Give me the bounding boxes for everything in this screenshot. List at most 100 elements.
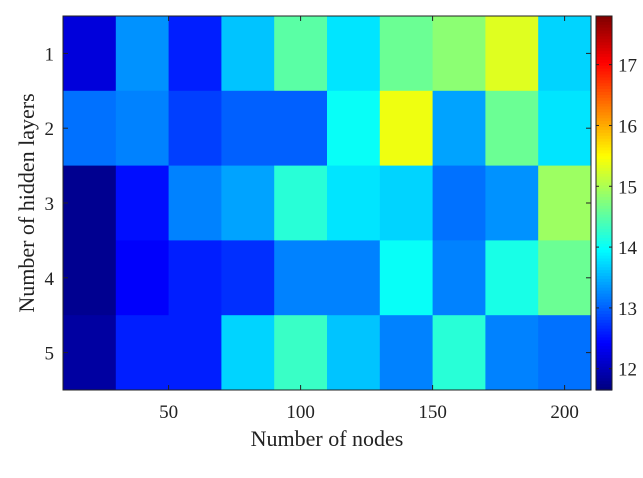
colorbar-segment <box>596 42 612 46</box>
colorbar-segment <box>596 153 612 157</box>
colorbar-segment <box>596 302 612 306</box>
heatmap-cell <box>379 90 434 167</box>
colorbar-segment <box>596 156 612 160</box>
colorbar-segment <box>596 83 612 87</box>
colorbar-segment <box>596 127 612 131</box>
colorbar-segment <box>596 100 612 105</box>
colorbar-segment <box>596 138 612 143</box>
colorbar-segment <box>596 24 612 29</box>
colorbar-segment <box>596 205 612 210</box>
colorbar-segment <box>596 273 612 277</box>
colorbar-segment <box>596 334 612 339</box>
heatmap-cell <box>538 240 592 316</box>
colorbar-segment <box>596 276 612 280</box>
colorbar-segment <box>596 226 612 230</box>
heatmap-cell <box>115 165 170 241</box>
colorbar-segment <box>596 316 612 321</box>
colorbar-segment <box>596 80 612 84</box>
colorbar-segment <box>596 287 612 292</box>
heatmap-cell <box>432 90 486 167</box>
colorbar-segment <box>596 261 612 265</box>
colorbar-segment <box>596 21 612 26</box>
colorbar-segment <box>596 39 612 43</box>
heatmap-cell <box>432 16 486 92</box>
colorbar-segment <box>596 372 612 376</box>
colorbar-segment <box>596 118 612 122</box>
colorbar-segment <box>596 354 612 359</box>
colorbar-tick-label: 14 <box>618 238 638 259</box>
colorbar-segment <box>596 229 612 233</box>
colorbar-segment <box>596 375 612 379</box>
x-axis-ticks: 50 100 150 200 <box>159 16 579 423</box>
colorbar-segment <box>596 144 612 149</box>
colorbar-segment <box>596 369 612 374</box>
colorbar-segment <box>596 106 612 111</box>
colorbar-segment <box>596 337 612 341</box>
heatmap-cell <box>485 16 539 92</box>
heatmap-cell <box>115 240 170 316</box>
colorbar-segment <box>596 243 612 248</box>
colorbar-segment <box>596 308 612 312</box>
colorbar-segment <box>596 45 612 49</box>
colorbar-segment <box>596 384 612 388</box>
heatmap-cell <box>274 16 328 92</box>
colorbar-segment <box>596 36 612 40</box>
colorbar-tick-label: 13 <box>618 299 637 320</box>
y-tick-label: 3 <box>45 194 55 215</box>
heatmap-cell <box>221 90 275 167</box>
colorbar-segment <box>596 328 612 333</box>
y-tick-label: 2 <box>45 119 55 140</box>
colorbar-segment <box>596 255 612 260</box>
x-tick-label: 100 <box>286 402 315 423</box>
colorbar-segment <box>596 290 612 295</box>
heatmap-cell <box>538 315 592 391</box>
colorbar-tick-label: 12 <box>618 360 637 381</box>
colorbar-tick-label: 15 <box>618 177 637 198</box>
colorbar-tick-label: 16 <box>618 116 637 137</box>
heatmap-cell <box>432 240 486 316</box>
heatmap-cell <box>379 315 434 391</box>
colorbar-segment <box>596 366 612 371</box>
colorbar-segment <box>596 109 612 114</box>
colorbar-segment <box>596 363 612 368</box>
colorbar-segment <box>596 162 612 166</box>
heatmap-cell <box>274 90 328 167</box>
colorbar-segment <box>596 77 612 81</box>
colorbar-segment <box>596 71 612 76</box>
y-tick-label: 5 <box>45 344 55 365</box>
heatmap-cell <box>168 90 222 167</box>
colorbar-segment <box>596 27 612 32</box>
colorbar-segment <box>596 331 612 336</box>
colorbar-segment <box>596 147 612 152</box>
heatmap-cell <box>63 315 117 391</box>
heatmap-cell <box>485 240 539 316</box>
heatmap-cell <box>63 240 117 316</box>
heatmap-cell <box>63 165 117 241</box>
colorbar-segment <box>596 197 612 201</box>
x-tick-label: 50 <box>159 402 178 423</box>
colorbar-segment <box>596 349 612 353</box>
heatmap-cell <box>538 16 592 92</box>
heatmap-cell <box>274 315 328 391</box>
y-axis-ticks: 1 2 3 4 5 <box>45 44 591 365</box>
colorbar-segment <box>596 150 612 154</box>
heatmap-cell <box>327 16 381 92</box>
colorbar-segment <box>596 203 612 207</box>
colorbar-segment <box>596 86 612 90</box>
colorbar-segment <box>596 360 612 365</box>
heatmap-cell <box>168 315 222 391</box>
heatmap-cell <box>327 315 381 391</box>
colorbar-segment <box>596 281 612 286</box>
colorbar-segment <box>596 238 612 242</box>
colorbar-segment <box>596 214 612 219</box>
colorbar-segment <box>596 59 612 64</box>
colorbar-segment <box>596 132 612 137</box>
heatmap-cell <box>432 165 486 241</box>
heatmap-cell <box>221 165 275 241</box>
heatmap-cell <box>115 90 170 167</box>
colorbar <box>596 16 612 391</box>
colorbar-segment <box>596 258 612 263</box>
colorbar-segment <box>596 176 612 181</box>
heatmap-cell <box>168 165 222 241</box>
colorbar-segment <box>596 319 612 324</box>
